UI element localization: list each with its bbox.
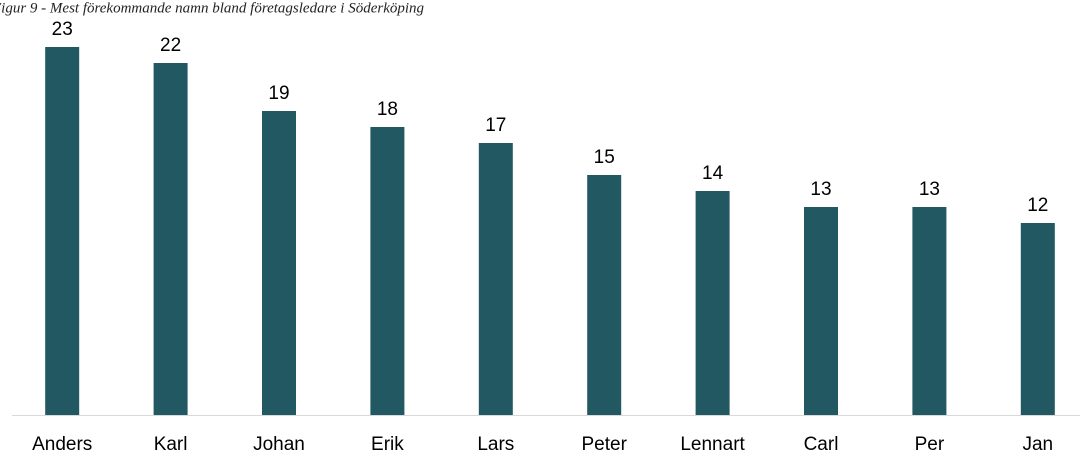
chart-title: Figur 9 - Mest förekommande namn bland f… xyxy=(0,0,425,16)
value-label: 23 xyxy=(52,19,73,40)
value-label: 13 xyxy=(810,179,831,200)
x-tick-label: Jan xyxy=(1022,434,1053,455)
value-label: 14 xyxy=(702,163,724,184)
bar xyxy=(912,207,947,415)
x-tick-label: Johan xyxy=(253,434,305,455)
bar xyxy=(45,47,80,415)
bar xyxy=(153,63,188,415)
x-tick-label: Carl xyxy=(804,434,839,455)
bar xyxy=(695,191,730,415)
bar xyxy=(587,175,622,415)
value-label: 13 xyxy=(919,179,940,200)
bar xyxy=(370,127,405,415)
value-label: 18 xyxy=(377,99,398,120)
x-tick-label: Per xyxy=(915,434,945,455)
x-tick-label: Karl xyxy=(154,434,188,455)
x-tick-label: Anders xyxy=(32,434,92,455)
value-label: 17 xyxy=(485,115,506,136)
bar xyxy=(804,207,838,415)
bar xyxy=(478,143,513,415)
x-tick-label: Peter xyxy=(581,434,627,455)
x-tick-label: Lars xyxy=(477,434,514,455)
bar xyxy=(262,111,296,415)
value-label: 12 xyxy=(1027,195,1048,216)
bar xyxy=(1020,223,1055,415)
value-label: 15 xyxy=(594,147,615,168)
x-tick-label: Erik xyxy=(371,434,404,455)
value-label: 22 xyxy=(160,35,181,56)
x-tick-label: Lennart xyxy=(680,434,745,455)
value-label: 19 xyxy=(268,83,289,104)
